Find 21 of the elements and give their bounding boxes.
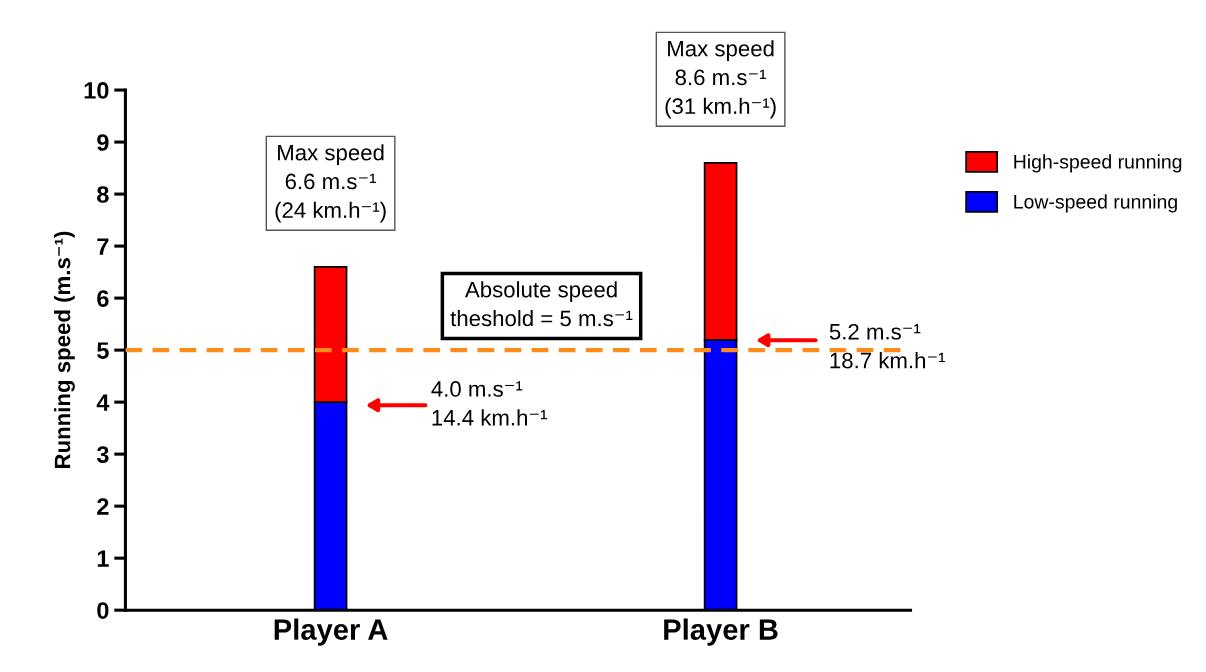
y-tick-label: 4 bbox=[96, 394, 110, 411]
annotation: Max speed 8.6 m.s⁻¹ (31 km.h⁻¹) bbox=[665, 40, 776, 119]
y-tick-label: 10 bbox=[84, 82, 109, 99]
y-tick-label: 7 bbox=[97, 238, 109, 255]
y-tick-label: 5 bbox=[97, 342, 109, 359]
legend-label: Low-speed running bbox=[1014, 194, 1177, 213]
y-tick-label: 0 bbox=[97, 602, 109, 619]
y-tick-label: 8 bbox=[97, 186, 109, 203]
y-tick-label: 3 bbox=[96, 446, 109, 463]
ref-line-label: Absolute speed theshold = 5 m.s⁻¹ bbox=[450, 281, 633, 327]
x-tick-label: Player B bbox=[664, 618, 778, 646]
annotation: 4.0 m.s⁻¹ 14.4 km.h⁻¹ bbox=[431, 381, 548, 426]
y-tick-label: 9 bbox=[97, 134, 109, 151]
y-axis-title: Running speed (m.s⁻¹) bbox=[54, 231, 75, 469]
annotation: 5.2 m.s⁻¹ 18.7 km.h⁻¹ bbox=[829, 323, 946, 369]
annotation: Max speed 6.6 m.s⁻¹ (24 km.h⁻¹) bbox=[275, 144, 386, 223]
y-tick-label: 6 bbox=[97, 290, 109, 307]
y-tick-label: 2 bbox=[97, 498, 109, 515]
legend-label: High-speed running bbox=[1014, 154, 1182, 173]
y-tick-label: 1 bbox=[97, 550, 109, 567]
x-tick-label: Player A bbox=[274, 618, 388, 646]
